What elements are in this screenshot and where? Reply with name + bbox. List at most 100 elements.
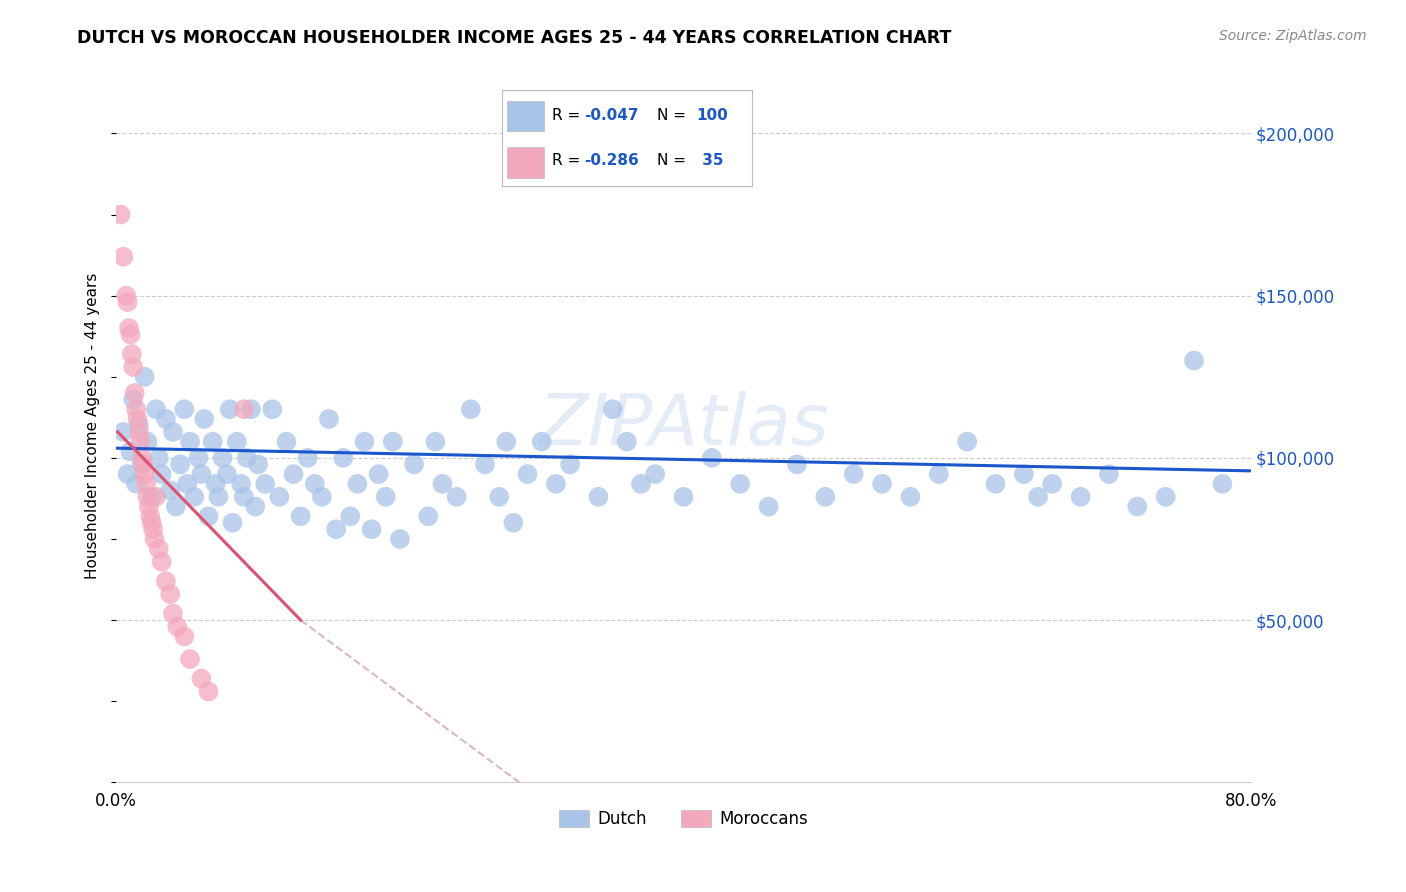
Point xyxy=(283,467,305,482)
Point xyxy=(121,347,143,361)
Point xyxy=(142,522,165,536)
Point xyxy=(197,509,219,524)
Point xyxy=(786,458,808,472)
Point xyxy=(290,509,312,524)
Point xyxy=(325,522,347,536)
Text: Source: ZipAtlas.com: Source: ZipAtlas.com xyxy=(1219,29,1367,43)
Point xyxy=(120,444,142,458)
Point xyxy=(125,402,148,417)
Point xyxy=(870,476,893,491)
Point xyxy=(134,369,156,384)
Point xyxy=(117,467,139,482)
Point xyxy=(814,490,837,504)
Legend: Dutch, Moroccans: Dutch, Moroccans xyxy=(553,803,814,835)
Point xyxy=(190,672,212,686)
Point xyxy=(229,476,252,491)
Point xyxy=(118,321,141,335)
Point xyxy=(193,412,215,426)
Point xyxy=(125,476,148,491)
Point xyxy=(148,541,170,556)
Point xyxy=(148,450,170,465)
Point xyxy=(360,522,382,536)
Point xyxy=(232,402,254,417)
Point xyxy=(516,467,538,482)
Point xyxy=(1182,353,1205,368)
Point xyxy=(700,450,723,465)
Point xyxy=(353,434,375,449)
Point xyxy=(201,434,224,449)
Point xyxy=(381,434,404,449)
Point xyxy=(128,418,150,433)
Point xyxy=(544,476,567,491)
Point xyxy=(131,458,153,472)
Point xyxy=(602,402,624,417)
Point xyxy=(155,574,177,589)
Point xyxy=(211,450,233,465)
Point xyxy=(297,450,319,465)
Point xyxy=(117,295,139,310)
Point xyxy=(187,450,209,465)
Point xyxy=(232,490,254,504)
Point xyxy=(558,458,581,472)
Point xyxy=(128,425,150,439)
Point xyxy=(115,288,138,302)
Point xyxy=(311,490,333,504)
Point xyxy=(488,490,510,504)
Point xyxy=(245,500,267,514)
Point xyxy=(145,402,167,417)
Point xyxy=(197,684,219,698)
Point xyxy=(247,458,270,472)
Point xyxy=(1098,467,1121,482)
Point xyxy=(630,476,652,491)
Point xyxy=(530,434,553,449)
Point xyxy=(159,483,181,498)
Point xyxy=(388,532,411,546)
Point xyxy=(367,467,389,482)
Point xyxy=(1211,476,1233,491)
Point xyxy=(254,476,277,491)
Point xyxy=(110,208,132,222)
Point xyxy=(221,516,243,530)
Point xyxy=(495,434,517,449)
Point xyxy=(129,434,152,449)
Point xyxy=(162,425,184,439)
Point xyxy=(225,434,247,449)
Point xyxy=(984,476,1007,491)
Point xyxy=(139,509,162,524)
Point xyxy=(122,359,145,374)
Text: DUTCH VS MOROCCAN HOUSEHOLDER INCOME AGES 25 - 44 YEARS CORRELATION CHART: DUTCH VS MOROCCAN HOUSEHOLDER INCOME AGE… xyxy=(77,29,952,46)
Point xyxy=(374,490,396,504)
Point xyxy=(304,476,326,491)
Point xyxy=(502,516,524,530)
Point xyxy=(404,458,426,472)
Point xyxy=(165,500,187,514)
Point xyxy=(425,434,447,449)
Point xyxy=(672,490,695,504)
Point xyxy=(112,425,135,439)
Text: ZIPAtlas: ZIPAtlas xyxy=(538,391,828,460)
Point xyxy=(1012,467,1035,482)
Point xyxy=(155,412,177,426)
Point xyxy=(318,412,340,426)
Point xyxy=(218,402,240,417)
Point xyxy=(150,467,173,482)
Point xyxy=(145,490,167,504)
Point xyxy=(176,476,198,491)
Point xyxy=(136,490,159,504)
Point xyxy=(204,476,226,491)
Point xyxy=(141,490,163,504)
Point xyxy=(928,467,950,482)
Point xyxy=(143,532,166,546)
Point xyxy=(122,392,145,407)
Point xyxy=(446,490,468,504)
Point xyxy=(1154,490,1177,504)
Point xyxy=(332,450,354,465)
Point xyxy=(644,467,666,482)
Point xyxy=(132,458,155,472)
Point xyxy=(138,500,160,514)
Point xyxy=(418,509,440,524)
Point xyxy=(1026,490,1049,504)
Point xyxy=(460,402,482,417)
Point xyxy=(262,402,284,417)
Point xyxy=(240,402,263,417)
